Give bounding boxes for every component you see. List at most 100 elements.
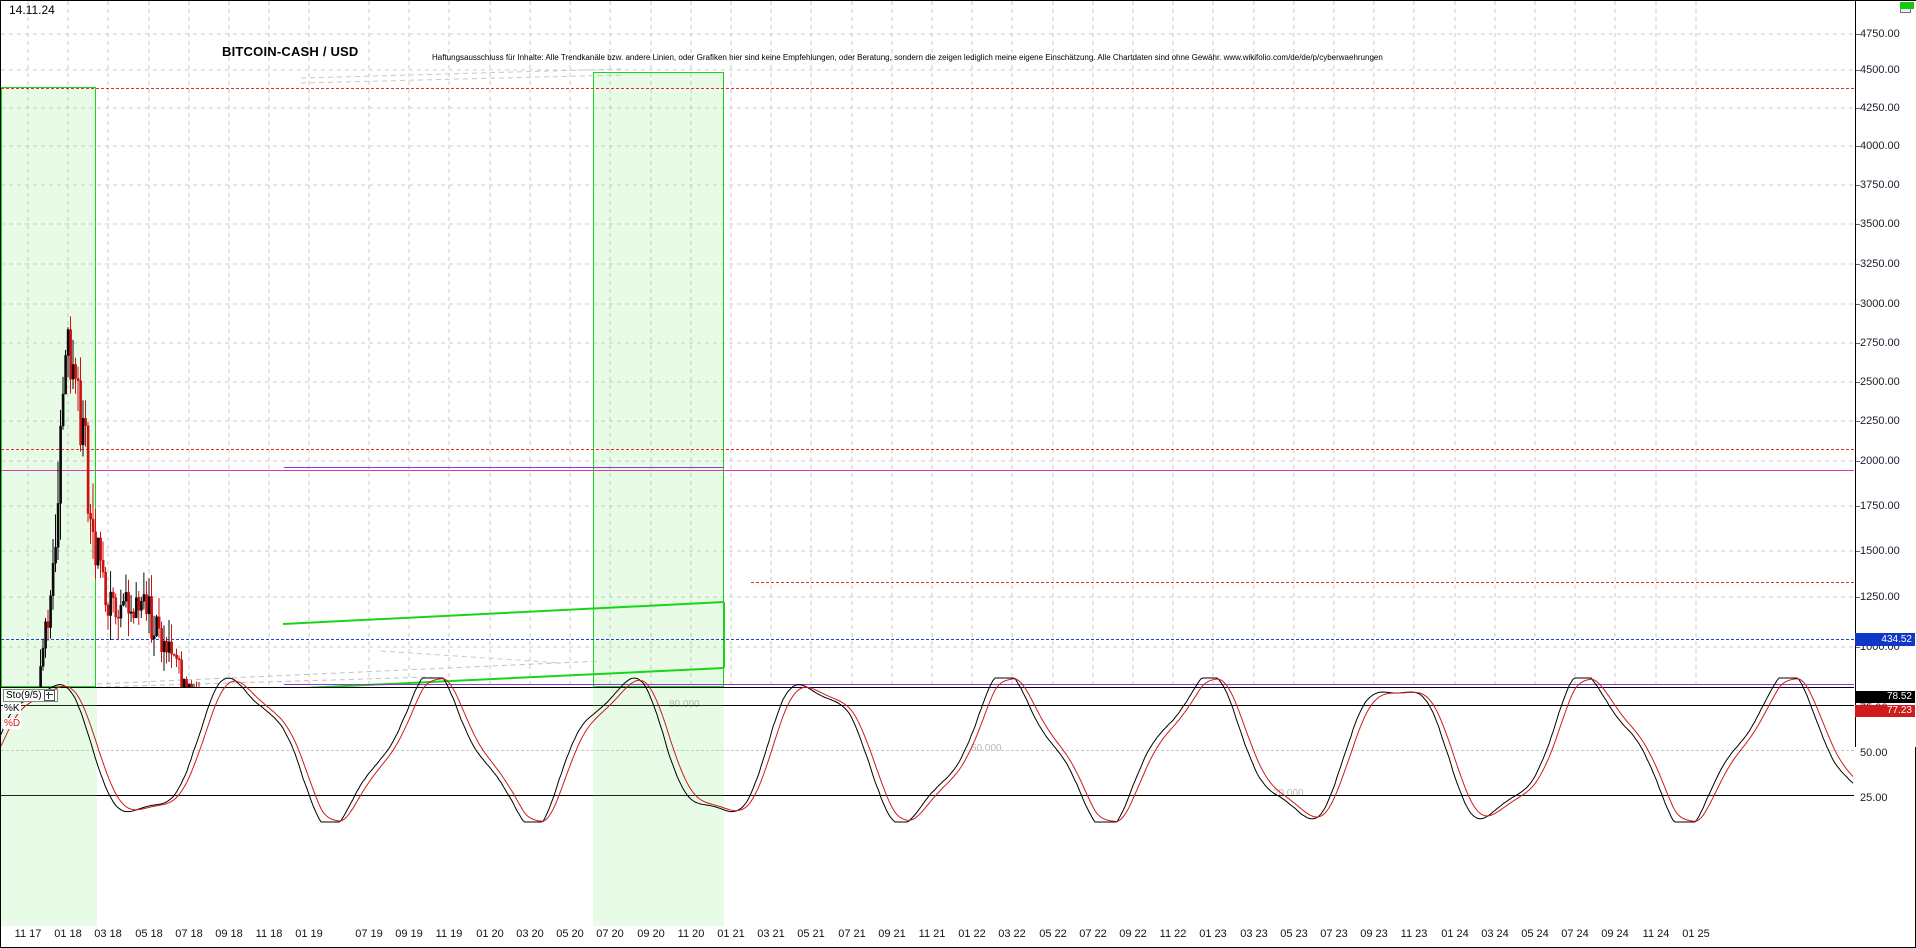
status-indicator: [1900, 2, 1914, 9]
price-axis-label: 1250.00: [1860, 591, 1900, 603]
price-axis-label: 4000.00: [1860, 140, 1900, 152]
price-axis-label: 3000.00: [1860, 298, 1900, 310]
date-axis-label: 09 21: [878, 928, 906, 940]
chart-title: BITCOIN-CASH / USD: [222, 44, 359, 59]
price-axis-tick: [1856, 264, 1860, 265]
current-date-stamp: 14.11.24: [9, 3, 55, 17]
price-axis-label: 2250.00: [1860, 415, 1900, 427]
date-axis-label: 01 25: [1682, 928, 1710, 940]
price-axis-tick: [1856, 506, 1860, 507]
price-axis-tick: [1856, 146, 1860, 147]
price-axis-tick: [1856, 461, 1860, 462]
date-axis-label: 11 19: [435, 928, 463, 940]
indicator-d-label: %D: [3, 718, 22, 729]
date-axis-label: 05 22: [1039, 928, 1067, 940]
date-axis-label: 01 21: [717, 928, 745, 940]
date-axis-label: 07 19: [355, 928, 383, 940]
support-purple-line: [284, 684, 1854, 685]
price-axis-tick: [1856, 70, 1860, 71]
candlestick-series: [39, 316, 200, 687]
date-axis-label: 09 22: [1119, 928, 1147, 940]
stochastic-lower-band: [1, 795, 1854, 796]
price-axis-tick: [1856, 34, 1860, 35]
date-axis-label: 09 24: [1601, 928, 1629, 940]
price-axis-tick: [1856, 304, 1860, 305]
price-chart-plot[interactable]: [1, 1, 1854, 687]
price-axis-tick: [1856, 224, 1860, 225]
date-axis-label: 01 20: [476, 928, 504, 940]
purple-level-line: [284, 467, 724, 468]
date-axis-label: 05 23: [1280, 928, 1308, 940]
magenta-level-line: [1, 470, 1854, 471]
date-axis-label: 05 20: [556, 928, 584, 940]
price-axis-label: 2000.00: [1860, 455, 1900, 467]
price-axis-label: 1000.00: [1860, 641, 1900, 653]
indicator-legend[interactable]: Sto(9/5): [3, 689, 58, 702]
level-50-marker: 50.000: [971, 743, 1002, 754]
price-axis-label: 4750.00: [1860, 28, 1900, 40]
date-axis-label: 01 24: [1441, 928, 1469, 940]
resistance-low-line: [751, 582, 1854, 583]
price-axis-label: 3750.00: [1860, 179, 1900, 191]
price-axis-label: 3250.00: [1860, 258, 1900, 270]
stochastic-upper-band: [1, 705, 1854, 706]
date-axis[interactable]: 11 17 01 18 03 18 05 18 07 18 09 18 11 18 01 19…: [1, 926, 1854, 947]
price-axis-tick: [1856, 185, 1860, 186]
price-axis-label: 2750.00: [1860, 337, 1900, 349]
last-price-line: [1, 639, 1854, 640]
date-axis-label: 03 23: [1240, 928, 1268, 940]
indicator-axis-label: 50.00: [1860, 747, 1888, 759]
date-axis-label: 09 19: [395, 928, 423, 940]
date-axis-label: 11 18: [255, 928, 283, 940]
date-axis-label: 11 22: [1159, 928, 1187, 940]
level-80-marker: 80.000: [669, 699, 700, 710]
date-axis-label: 11 17: [14, 928, 42, 940]
date-axis-label: 09 20: [637, 928, 665, 940]
date-axis-label: 11 23: [1400, 928, 1428, 940]
price-axis-label: 4250.00: [1860, 102, 1900, 114]
disclaimer-text: Haftungsausschluss für Inhalte: Alle Tre…: [432, 53, 1383, 62]
date-axis-label: 07 20: [596, 928, 624, 940]
price-axis-label: 2500.00: [1860, 376, 1900, 388]
date-axis-label: 07 24: [1561, 928, 1589, 940]
date-axis-label: 03 21: [757, 928, 785, 940]
indicator-axis-label: 25.00: [1860, 792, 1888, 804]
level-20-marker: 20.000: [1273, 788, 1304, 799]
date-axis-label: 11 20: [677, 928, 705, 940]
date-axis-label: 05 18: [135, 928, 163, 940]
accumulation-zone-2-box: [593, 72, 724, 687]
price-grid: [1, 1, 1854, 687]
last-price-tag: 434.52: [1855, 633, 1915, 646]
price-axis-tick: [1856, 343, 1860, 344]
expand-icon[interactable]: [43, 690, 55, 701]
date-axis-label: 05 21: [797, 928, 825, 940]
price-axis-label: 3500.00: [1860, 218, 1900, 230]
stochastic-k-value-tag: 78.52: [1855, 691, 1915, 703]
date-axis-label: 03 18: [94, 928, 122, 940]
stochastic-series: [0, 677, 1854, 927]
date-axis-label: 05 24: [1521, 928, 1549, 940]
indicator-k-label: %K: [3, 703, 21, 714]
date-axis-label: 03 24: [1481, 928, 1509, 940]
price-axis-tick: [1856, 597, 1860, 598]
date-axis-label: 03 20: [516, 928, 544, 940]
indicator-name: Sto(9/5): [6, 690, 42, 701]
date-axis-label: 01 22: [958, 928, 986, 940]
date-axis-label: 07 21: [838, 928, 866, 940]
date-axis-label: 07 23: [1320, 928, 1348, 940]
stochastic-d-value-tag: 77.23: [1855, 705, 1915, 717]
price-axis-tick: [1856, 382, 1860, 383]
date-axis-label: 01 23: [1199, 928, 1227, 940]
price-axis-label: 1500.00: [1860, 545, 1900, 557]
date-axis-label: 01 19: [295, 928, 323, 940]
stochastic-indicator-panel[interactable]: Sto(9/5) %K %D 80.000 50.000 20.000: [0, 677, 1854, 927]
price-axis-tick: [1856, 647, 1860, 648]
date-axis-label: 01 18: [54, 928, 82, 940]
date-axis-label: 09 23: [1360, 928, 1388, 940]
date-axis-label: 09 18: [215, 928, 243, 940]
resistance-mid-line: [1, 449, 1854, 450]
date-axis-label: 11 24: [1642, 928, 1670, 940]
resistance-upper-line: [1, 88, 1854, 89]
stochastic-mid-band: [1, 750, 1854, 751]
